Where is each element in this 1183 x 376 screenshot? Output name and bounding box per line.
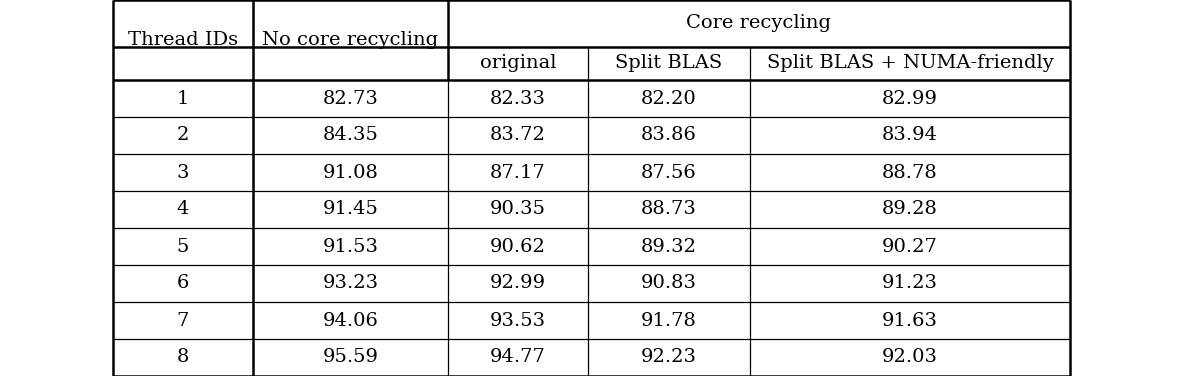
- Text: 90.83: 90.83: [641, 274, 697, 293]
- Text: 91.78: 91.78: [641, 311, 697, 329]
- Text: 90.27: 90.27: [883, 238, 938, 256]
- Text: 1: 1: [176, 89, 189, 108]
- Text: 89.28: 89.28: [883, 200, 938, 218]
- Text: 92.23: 92.23: [641, 349, 697, 367]
- Text: 7: 7: [176, 311, 189, 329]
- Text: 83.94: 83.94: [883, 126, 938, 144]
- Text: 82.99: 82.99: [883, 89, 938, 108]
- Text: 94.77: 94.77: [490, 349, 545, 367]
- Text: 91.08: 91.08: [323, 164, 379, 182]
- Text: 90.35: 90.35: [490, 200, 547, 218]
- Text: Split BLAS + NUMA-friendly: Split BLAS + NUMA-friendly: [767, 55, 1053, 73]
- Text: 82.33: 82.33: [490, 89, 547, 108]
- Text: 91.23: 91.23: [883, 274, 938, 293]
- Text: 83.72: 83.72: [490, 126, 545, 144]
- Text: 93.23: 93.23: [323, 274, 379, 293]
- Text: 90.62: 90.62: [490, 238, 545, 256]
- Text: 6: 6: [176, 274, 189, 293]
- Text: 88.78: 88.78: [883, 164, 938, 182]
- Text: 84.35: 84.35: [323, 126, 379, 144]
- Text: 87.56: 87.56: [641, 164, 697, 182]
- Text: 93.53: 93.53: [490, 311, 547, 329]
- Text: 95.59: 95.59: [323, 349, 379, 367]
- Text: No core recycling: No core recycling: [263, 31, 439, 49]
- Text: 2: 2: [176, 126, 189, 144]
- Text: 82.73: 82.73: [323, 89, 379, 108]
- Text: original: original: [480, 55, 556, 73]
- Text: 87.17: 87.17: [490, 164, 545, 182]
- Text: 3: 3: [176, 164, 189, 182]
- Text: 92.03: 92.03: [883, 349, 938, 367]
- Text: 92.99: 92.99: [490, 274, 547, 293]
- Text: 91.53: 91.53: [323, 238, 379, 256]
- Text: 88.73: 88.73: [641, 200, 697, 218]
- Text: 4: 4: [176, 200, 189, 218]
- Text: Core recycling: Core recycling: [686, 15, 832, 32]
- Text: 91.45: 91.45: [323, 200, 379, 218]
- Text: 94.06: 94.06: [323, 311, 379, 329]
- Text: 5: 5: [176, 238, 189, 256]
- Text: 91.63: 91.63: [883, 311, 938, 329]
- Text: 8: 8: [176, 349, 189, 367]
- Text: Thread IDs: Thread IDs: [128, 31, 238, 49]
- Text: Split BLAS: Split BLAS: [615, 55, 723, 73]
- Text: 83.86: 83.86: [641, 126, 697, 144]
- Text: 82.20: 82.20: [641, 89, 697, 108]
- Text: 89.32: 89.32: [641, 238, 697, 256]
